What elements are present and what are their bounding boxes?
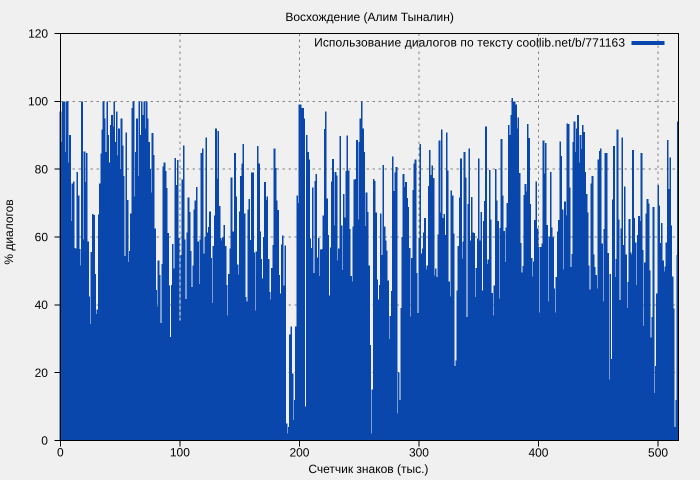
svg-text:200: 200 [289, 445, 309, 459]
svg-text:60: 60 [35, 230, 49, 244]
svg-text:Восхождение (Алим Тыналин): Восхождение (Алим Тыналин) [285, 10, 453, 24]
svg-text:0: 0 [41, 434, 48, 448]
svg-text:0: 0 [57, 445, 64, 459]
svg-text:120: 120 [28, 27, 48, 41]
svg-text:300: 300 [409, 446, 429, 460]
svg-text:40: 40 [35, 298, 49, 312]
svg-text:100: 100 [28, 94, 48, 108]
svg-text:Использование диалогов по текс: Использование диалогов по тексту coollib… [314, 35, 625, 49]
svg-text:500: 500 [648, 446, 668, 460]
svg-text:20: 20 [35, 366, 49, 380]
svg-text:100: 100 [170, 445, 190, 459]
svg-text:% диалогов: % диалогов [2, 199, 16, 264]
svg-text:400: 400 [528, 446, 548, 460]
svg-text:80: 80 [35, 162, 49, 176]
svg-text:Счетчик знаков (тыс.): Счетчик знаков (тыс.) [308, 462, 428, 476]
